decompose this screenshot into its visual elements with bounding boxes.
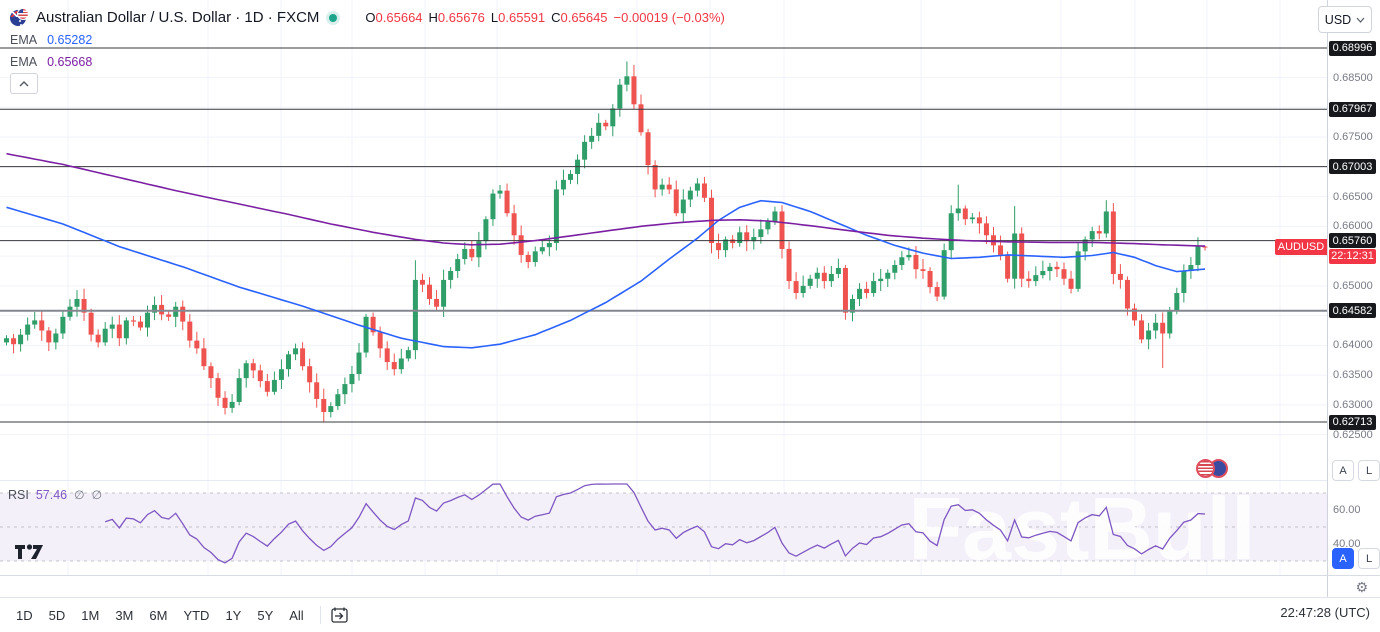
change-value: −0.00019 (−0.03%) xyxy=(613,10,725,25)
time-axis-border xyxy=(0,575,1380,576)
rsi-auto-scale-button[interactable]: A xyxy=(1332,548,1354,569)
range-button-3m[interactable]: 3M xyxy=(115,607,134,623)
range-button-1y[interactable]: 1Y xyxy=(225,607,242,623)
open-value: 0.65664 xyxy=(375,10,423,25)
pane-divider[interactable] xyxy=(0,480,1327,481)
price-level-badge: 0.67967 xyxy=(1329,101,1376,117)
utc-clock[interactable]: 22:47:28 (UTC) xyxy=(1280,605,1370,620)
chevron-up-icon xyxy=(19,80,29,86)
rsi-pane-scale-buttons: A L xyxy=(1332,548,1380,569)
range-button-ytd[interactable]: YTD xyxy=(183,607,210,623)
ema1-name: EMA xyxy=(10,33,38,47)
ema2-value: 0.65668 xyxy=(47,55,93,69)
price-tick: 0.67500 xyxy=(1333,131,1373,144)
price-level-badge: 0.62713 xyxy=(1329,414,1376,430)
toolbar-divider xyxy=(319,606,321,624)
collapse-legend-button[interactable] xyxy=(10,73,38,94)
price-tick: 0.64000 xyxy=(1333,339,1373,352)
rsi-legend[interactable]: RSI 57.46 ∅ ∅ xyxy=(8,488,102,502)
symbol-flag-icon xyxy=(10,8,29,27)
ema2-name: EMA xyxy=(10,55,38,69)
currency-dropdown[interactable]: USD xyxy=(1318,6,1372,33)
candles-series xyxy=(4,61,1208,422)
close-value: 0.65645 xyxy=(560,10,608,25)
price-tick: 0.63000 xyxy=(1333,398,1373,411)
rsi-line[interactable] xyxy=(104,483,1206,564)
log-scale-button[interactable]: L xyxy=(1358,460,1380,481)
range-button-1m[interactable]: 1M xyxy=(81,607,100,623)
low-value: 0.65591 xyxy=(498,10,546,25)
price-tick: 0.68500 xyxy=(1333,71,1373,84)
range-button-5y[interactable]: 5Y xyxy=(257,607,274,623)
chevron-down-icon xyxy=(1356,17,1365,23)
symbol-price-tag: AUDUSD xyxy=(1275,239,1327,256)
bar-countdown-badge: 22:12:31 xyxy=(1329,248,1376,264)
chart-canvas[interactable]: FastBull xyxy=(0,0,1327,575)
price-pane-scale-buttons: A L xyxy=(1332,460,1380,481)
high-label: H xyxy=(428,10,438,25)
rsi-tick: 60.00 xyxy=(1333,504,1361,516)
rsi-log-scale-button[interactable]: L xyxy=(1358,548,1380,569)
watermark: FastBull xyxy=(908,479,1255,575)
open-label: O xyxy=(365,10,376,25)
high-value: 0.65676 xyxy=(437,10,485,25)
price-level-badge: 0.64582 xyxy=(1329,303,1376,319)
price-level-badge: 0.67003 xyxy=(1329,159,1376,175)
market-status-icon[interactable] xyxy=(326,10,341,25)
axis-settings-gear-icon[interactable]: ⚙ xyxy=(1355,579,1368,595)
range-button-5d[interactable]: 5D xyxy=(48,607,66,623)
price-tick: 0.62500 xyxy=(1333,428,1373,441)
price-tick: 0.66500 xyxy=(1333,190,1373,203)
low-label: L xyxy=(490,10,499,25)
ema2-legend[interactable]: EMA 0.65668 xyxy=(10,55,92,69)
grid xyxy=(0,0,1327,575)
event-flag-us-icon[interactable] xyxy=(1196,459,1215,478)
range-button-1d[interactable]: 1D xyxy=(16,607,33,623)
range-buttons: 1D 5D 1M 3M 6M YTD 1Y 5Y All xyxy=(8,604,312,627)
ema1-value: 0.65282 xyxy=(47,33,93,47)
go-to-date-calendar-icon[interactable] xyxy=(329,606,350,624)
range-button-6m[interactable]: 6M xyxy=(149,607,168,623)
ema-line-1[interactable] xyxy=(6,199,1206,349)
ohlc-values: O0.65664 H0.65676 L0.65591 C0.65645 −0.0… xyxy=(365,10,724,25)
tradingview-logo-icon[interactable] xyxy=(14,538,46,560)
rsi-tick: 40.00 xyxy=(1333,538,1361,550)
currency-label: USD xyxy=(1324,12,1352,27)
price-axis-border xyxy=(1327,0,1328,597)
time-axis[interactable]: SepOct17Nov16Dec202417FebMarApr16May16 xyxy=(0,575,1327,597)
symbol-header: Australian Dollar / U.S. Dollar · 1D · F… xyxy=(10,8,725,27)
toolbar-border xyxy=(0,597,1380,598)
price-level-badge: 0.65760 xyxy=(1329,233,1376,249)
price-tick: 0.63500 xyxy=(1333,369,1373,382)
range-toolbar: 1D 5D 1M 3M 6M YTD 1Y 5Y All xyxy=(0,598,1380,632)
ema1-legend[interactable]: EMA 0.65282 xyxy=(10,33,92,47)
symbol-title[interactable]: Australian Dollar / U.S. Dollar · 1D · F… xyxy=(36,9,320,26)
price-tick: 0.65000 xyxy=(1333,279,1373,292)
ema-line-2[interactable] xyxy=(6,152,1206,247)
price-tick: 0.66000 xyxy=(1333,220,1373,233)
rsi-band xyxy=(0,493,1327,561)
auto-scale-button[interactable]: A xyxy=(1332,460,1354,481)
close-label: C xyxy=(551,10,561,25)
rsi-hide-icon[interactable]: ∅ xyxy=(74,488,85,502)
rsi-name: RSI xyxy=(8,488,29,502)
price-level-badge: 0.68996 xyxy=(1329,40,1376,56)
rsi-value: 57.46 xyxy=(35,488,68,502)
rsi-hide-icon-2[interactable]: ∅ xyxy=(91,488,103,502)
range-button-all[interactable]: All xyxy=(289,607,304,623)
